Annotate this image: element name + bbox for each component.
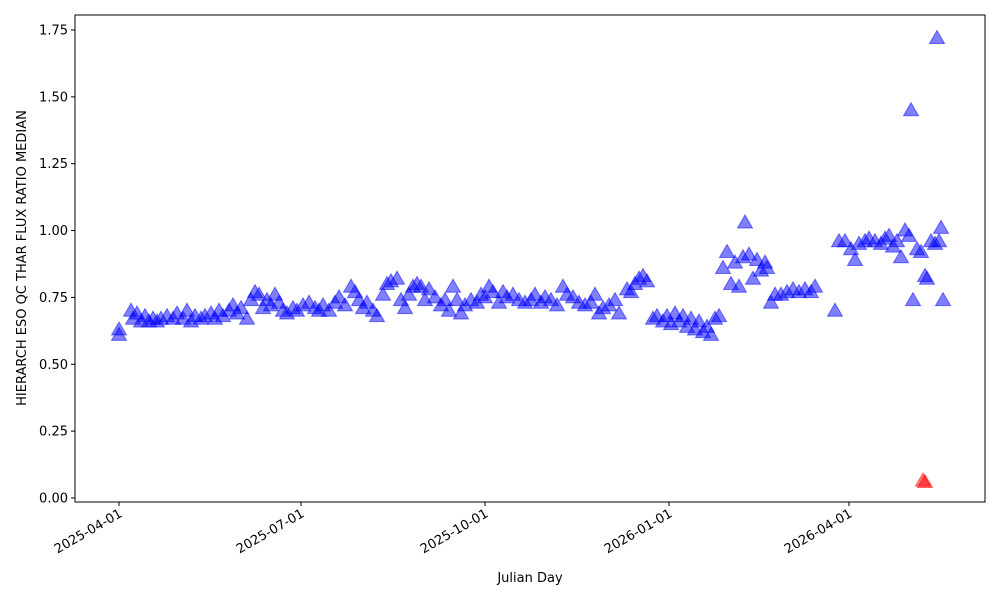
data-point	[396, 299, 414, 315]
data-point	[582, 294, 600, 309]
y-tick-label: 0.25	[39, 425, 68, 440]
data-point	[548, 296, 566, 312]
y-tick-label: 1.25	[39, 157, 68, 172]
y-tick-label: 1.50	[39, 90, 68, 105]
data-point	[928, 29, 946, 44]
y-tick-label: 0.50	[39, 358, 68, 373]
data-point	[622, 283, 640, 299]
x-tick-label: 2025-10-01	[418, 506, 491, 557]
data-point	[806, 278, 824, 293]
y-tick-label: 0.75	[39, 291, 68, 306]
data-point	[448, 291, 466, 307]
y-tick-label: 1.00	[39, 224, 68, 239]
x-tick-label: 2025-04-01	[52, 506, 125, 557]
data-point	[436, 291, 454, 307]
data-point	[610, 304, 628, 320]
data-point	[714, 259, 732, 274]
data-point	[358, 294, 376, 309]
data-point	[606, 291, 624, 307]
data-point	[912, 243, 930, 258]
data-point	[916, 473, 934, 488]
data-point	[388, 270, 406, 285]
data-point	[400, 286, 418, 301]
data-point	[846, 251, 864, 266]
data-point	[826, 302, 844, 317]
data-point	[904, 291, 922, 307]
data-point	[758, 259, 776, 274]
data-point	[744, 270, 762, 285]
data-point	[762, 294, 780, 309]
data-point	[178, 302, 196, 317]
y-tick-label: 0.00	[39, 491, 68, 506]
x-tick-label: 2026-04-01	[782, 506, 855, 557]
data-point	[892, 248, 910, 264]
data-point	[250, 286, 268, 301]
data-point	[718, 243, 736, 258]
data-point	[320, 302, 338, 317]
data-point	[638, 272, 656, 288]
data-point	[238, 310, 256, 325]
data-point	[330, 288, 348, 304]
x-tick-label: 2025-07-01	[234, 506, 307, 557]
data-point	[690, 312, 708, 328]
data-point	[702, 326, 720, 341]
data-point	[232, 299, 250, 315]
data-point	[740, 246, 758, 261]
data-point	[934, 291, 952, 307]
x-tick-label: 2026-01-01	[602, 506, 675, 557]
x-axis-label: Julian Day	[496, 571, 563, 586]
data-point	[452, 304, 470, 320]
data-point	[336, 296, 354, 312]
data-point	[586, 286, 604, 301]
data-point	[730, 278, 748, 293]
data-point	[900, 227, 918, 242]
data-point	[888, 232, 906, 248]
data-point	[440, 302, 458, 317]
data-point	[918, 270, 936, 285]
data-point	[484, 283, 502, 299]
data-point	[836, 232, 854, 248]
data-point	[374, 286, 392, 301]
data-point	[444, 278, 462, 293]
data-point	[932, 219, 950, 234]
data-point	[902, 101, 920, 117]
data-point	[736, 214, 754, 229]
data-point	[426, 288, 444, 304]
data-point	[420, 280, 438, 296]
data-point	[880, 227, 898, 242]
y-axis-label: HIERARCH ESO QC THAR FLUX RATIO MEDIAN	[15, 110, 30, 406]
data-point	[710, 307, 728, 323]
data-point	[110, 326, 128, 341]
y-tick-label: 1.75	[39, 23, 68, 38]
data-point	[526, 286, 544, 301]
data-point	[368, 307, 386, 323]
plot-frame	[74, 14, 986, 503]
data-point	[930, 232, 948, 248]
